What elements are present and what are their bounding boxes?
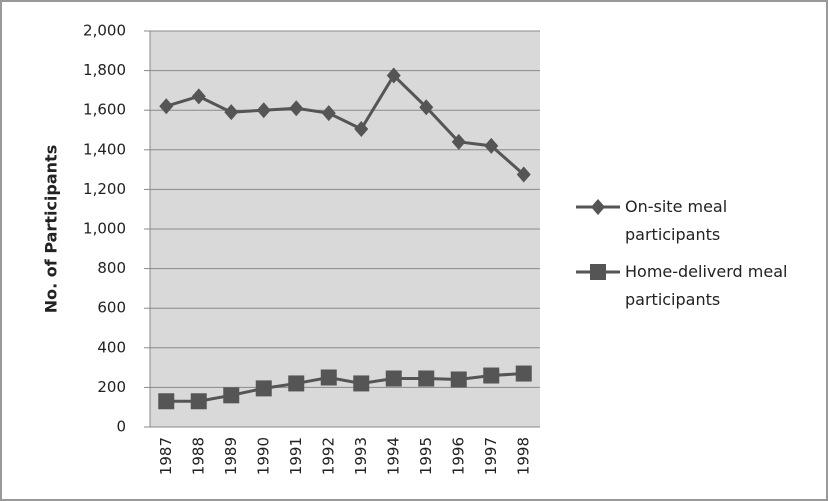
data-point [223, 387, 240, 404]
data-point [419, 99, 434, 116]
y-tick-label: 2,000 [83, 22, 126, 40]
y-tick-label: 1,600 [83, 101, 126, 119]
x-tick-label: 1997 [482, 437, 500, 475]
legend-marker [591, 199, 605, 215]
data-point [321, 105, 336, 122]
data-point [515, 365, 532, 382]
x-tick-label: 1987 [157, 437, 175, 475]
data-point [191, 88, 206, 105]
x-tick-label: 1992 [319, 437, 337, 475]
data-point [158, 393, 175, 410]
data-point [484, 137, 499, 154]
data-point [385, 370, 402, 387]
data-point [289, 100, 304, 117]
legend-label: On-site meal participants [625, 197, 728, 244]
data-point [353, 375, 370, 392]
data-point [451, 133, 466, 150]
y-tick-label: 200 [97, 378, 126, 396]
data-point [288, 375, 305, 392]
y-tick-label: 600 [97, 299, 126, 317]
data-point [190, 393, 207, 410]
y-tick-label: 1,200 [83, 180, 126, 198]
x-tick-label: 1995 [417, 437, 435, 475]
legend-marker [590, 264, 606, 280]
y-tick-label: 400 [97, 338, 126, 356]
data-point [418, 370, 435, 387]
y-tick-label: 1,400 [83, 140, 126, 158]
x-tick-label: 1996 [449, 437, 467, 475]
y-tick-label: 0 [116, 418, 126, 436]
data-point [320, 369, 337, 386]
data-point [386, 67, 401, 84]
data-point [354, 121, 369, 138]
x-tick-label: 1998 [514, 437, 532, 475]
data-point [224, 104, 239, 121]
y-axis-label: No. of Participants [42, 145, 61, 313]
data-point [483, 367, 500, 384]
data-point [255, 380, 272, 397]
data-point [159, 98, 174, 115]
legend-label: Home-deliverd meal participants [625, 262, 788, 309]
x-tick-label: 1994 [384, 437, 402, 475]
y-tick-label: 800 [97, 259, 126, 277]
data-point [516, 166, 531, 183]
x-tick-label: 1988 [189, 437, 207, 475]
data-point [450, 371, 467, 388]
y-tick-label: 1,800 [83, 61, 126, 79]
x-tick-label: 1991 [287, 437, 305, 475]
x-tick-label: 1990 [254, 437, 272, 475]
x-tick-label: 1989 [222, 437, 240, 475]
y-tick-label: 1,000 [83, 220, 126, 238]
data-point [256, 102, 271, 119]
x-tick-label: 1993 [352, 437, 370, 475]
